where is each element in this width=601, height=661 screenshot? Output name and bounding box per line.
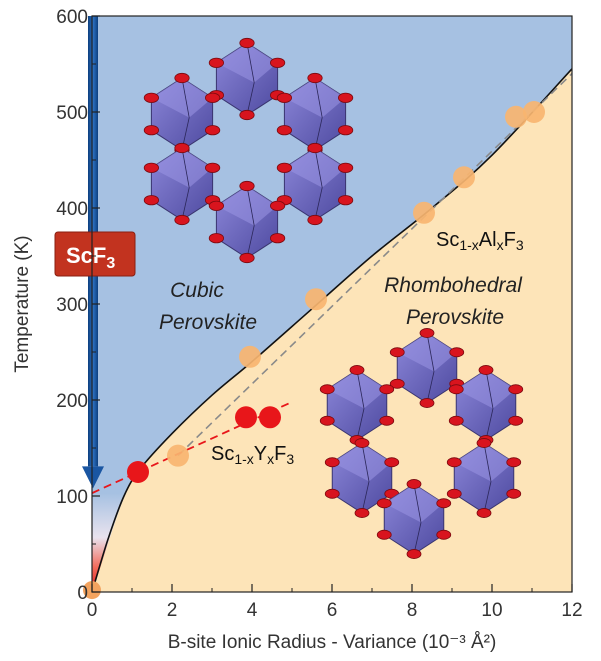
- scf3-badge: ScF3: [54, 231, 136, 277]
- y-tick-label: 100: [56, 487, 88, 508]
- scf3-arrow-head: [82, 466, 104, 489]
- scf3-badge-text: ScF: [66, 243, 106, 268]
- sc-al-f3-point: [505, 105, 527, 128]
- x-axis-label: B-site Ionic Radius - Variance (10⁻³ Å²): [168, 632, 497, 653]
- x-tick-label: 10: [481, 600, 502, 621]
- y-tick-label: 500: [56, 103, 88, 124]
- cubic-label-line1: Cubic: [170, 279, 224, 302]
- scf3-badge-subscript: 3: [106, 255, 115, 272]
- rhombohedral-label-line1: Rhombohedral: [384, 274, 523, 297]
- octahedron-icon: [446, 438, 522, 518]
- cubic-label-line2: Perovskite: [159, 311, 257, 334]
- sc-al-f3-point: [167, 444, 189, 467]
- x-tick-label: 6: [327, 600, 338, 621]
- y-tick-label: 0: [77, 583, 88, 604]
- octahedron-icon: [208, 180, 286, 264]
- sc-al-f3-point: [413, 201, 435, 224]
- sc-al-f3-point: [239, 345, 261, 368]
- octahedron-icon: [324, 438, 400, 518]
- octahedron-icon: [143, 142, 221, 226]
- octahedron-icon: [376, 479, 452, 559]
- x-tick-label: 8: [407, 600, 418, 621]
- x-tick-label: 12: [561, 600, 582, 621]
- sc-y-f3-label: Sc1-xYxF3: [211, 443, 294, 467]
- sc-y-f3-point: [235, 406, 257, 429]
- octahedron-icon: [448, 365, 524, 445]
- y-tick-label: 400: [56, 199, 88, 220]
- octahedron-icon: [208, 37, 286, 121]
- data-points-layer: [83, 101, 545, 600]
- svg-text:ScF3: ScF3: [66, 243, 115, 272]
- rhombohedral-label-line2: Perovskite: [406, 306, 504, 329]
- sc-y-f3-point: [127, 461, 149, 483]
- y-tick-label: 300: [56, 295, 88, 316]
- y-axis-label: Temperature (K): [12, 235, 33, 372]
- sc-al-f3-label: Sc1-xAlxF3: [436, 229, 524, 253]
- sc-y-f3-point: [259, 406, 281, 429]
- rhombohedral-octahedra-illustration: [319, 328, 524, 559]
- low-temperature-gradient-region: [92, 493, 126, 592]
- octahedron-icon: [389, 328, 465, 408]
- x-tick-label: 4: [247, 600, 258, 621]
- sc-y-f3-fit-line: [91, 402, 291, 494]
- octahedron-icon: [319, 365, 395, 445]
- sc-al-f3-point: [305, 288, 327, 311]
- y-tick-label: 600: [56, 7, 88, 28]
- octahedron-icon: [276, 142, 354, 226]
- sc-al-f3-point: [523, 101, 545, 123]
- sc-al-f3-point: [453, 166, 475, 189]
- cubic-octahedra-illustration: [143, 37, 354, 264]
- sc-al-f3-fit-line: [177, 73, 572, 457]
- y-tick-label: 200: [56, 391, 88, 412]
- x-tick-label: 0: [87, 600, 98, 621]
- x-tick-label: 2: [167, 600, 178, 621]
- axis-ticks: 0 2 4 6 8 10 12 0 100 200 300 400 500 600: [56, 7, 582, 621]
